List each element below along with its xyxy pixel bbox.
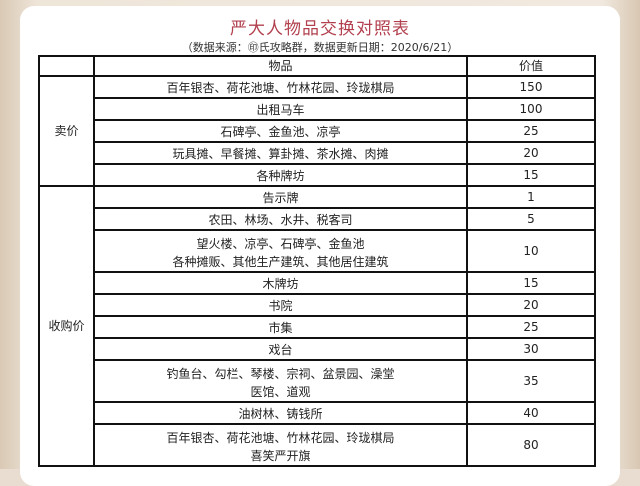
table-row: 玩具摊、早餐摊、算卦摊、茶水摊、肉摊 20 bbox=[39, 141, 596, 165]
item-cell: 出租马车 bbox=[93, 97, 468, 121]
item-cell: 石碑亭、金鱼池、凉亭 bbox=[93, 119, 468, 143]
table-row: 油树林、铸钱所 40 bbox=[39, 401, 596, 425]
item-text: 农田、林场、水井、税客司 bbox=[208, 213, 353, 227]
value-cell: 20 bbox=[466, 293, 596, 317]
table-row: 望火楼、凉亭、石碑亭、金鱼池 各种摊贩、其他生产建筑、其他居住建筑 10 bbox=[39, 229, 596, 273]
value-cell: 80 bbox=[466, 423, 596, 467]
item-text: 书院 bbox=[268, 299, 293, 313]
item-cell: 书院 bbox=[93, 293, 468, 317]
item-text: 各种牌坊 bbox=[256, 169, 305, 183]
table-row: 农田、林场、水井、税客司 5 bbox=[39, 207, 596, 231]
value-cell: 25 bbox=[466, 119, 596, 143]
table-row: 卖价 百年银杏、荷花池塘、竹林花园、玲珑棋局 150 bbox=[38, 75, 596, 187]
item-text: 医馆、道观 bbox=[250, 385, 311, 399]
table-row: 各种牌坊 15 bbox=[39, 163, 596, 187]
table-row: 钓鱼台、勾栏、琴楼、宗祠、盆景园、澡堂 医馆、道观 35 bbox=[39, 359, 596, 403]
value-cell: 100 bbox=[466, 97, 596, 121]
table-row: 书院 20 bbox=[39, 293, 596, 317]
table-row: 百年银杏、荷花池塘、竹林花园、玲珑棋局 喜笑严开旗 80 bbox=[39, 423, 596, 467]
value-cell: 35 bbox=[466, 359, 596, 403]
item-text: 出租马车 bbox=[256, 103, 305, 117]
header-category bbox=[38, 55, 95, 77]
item-text: 百年银杏、荷花池塘、竹林花园、玲珑棋局 bbox=[166, 431, 395, 445]
table-row: 戏台 30 bbox=[39, 337, 596, 361]
item-text: 望火楼、凉亭、石碑亭、金鱼池 bbox=[196, 237, 365, 251]
value-cell: 40 bbox=[466, 401, 596, 425]
table-header-row: 物品 价值 bbox=[38, 55, 596, 77]
section-label: 收购价 bbox=[38, 185, 95, 467]
header-item: 物品 bbox=[93, 55, 468, 77]
item-cell: 各种牌坊 bbox=[93, 163, 468, 187]
table-card: 严大人物品交换对照表 （数据来源：㊞氏攻略群，数据更新日期：2020/6/21）… bbox=[20, 6, 620, 486]
item-text: 玩具摊、早餐摊、算卦摊、茶水摊、肉摊 bbox=[172, 147, 389, 161]
item-text: 告示牌 bbox=[262, 191, 299, 205]
page-title: 严大人物品交换对照表 bbox=[230, 19, 410, 39]
item-cell: 玩具摊、早餐摊、算卦摊、茶水摊、肉摊 bbox=[93, 141, 468, 165]
item-text: 喜笑严开旗 bbox=[250, 449, 311, 463]
item-cell: 告示牌 bbox=[93, 185, 468, 209]
page-subtitle: （数据来源：㊞氏攻略群，数据更新日期：2020/6/21） bbox=[181, 41, 459, 54]
exchange-table: 物品 价值 卖价 百年银杏、荷花池塘、竹林花园、玲珑棋局 150 出租马车 100 石碑亭… bbox=[38, 55, 596, 467]
header-value: 价值 bbox=[466, 55, 596, 77]
item-cell: 市集 bbox=[93, 315, 468, 339]
item-cell: 油树林、铸钱所 bbox=[93, 401, 468, 425]
item-cell: 农田、林场、水井、税客司 bbox=[93, 207, 468, 231]
item-cell: 木牌坊 bbox=[93, 271, 468, 295]
item-cell: 百年银杏、荷花池塘、竹林花园、玲珑棋局 bbox=[93, 75, 468, 99]
item-text: 各种摊贩、其他生产建筑、其他居住建筑 bbox=[172, 255, 389, 269]
item-cell: 望火楼、凉亭、石碑亭、金鱼池各种摊贩、其他生产建筑、其他居住建筑 bbox=[93, 229, 468, 273]
table-row: 市集 25 bbox=[39, 315, 596, 339]
table-row: 收购价 告示牌 1 bbox=[38, 185, 596, 467]
table-row: 木牌坊 15 bbox=[39, 271, 596, 295]
value-cell: 1 bbox=[466, 185, 596, 209]
item-cell: 钓鱼台、勾栏、琴楼、宗祠、盆景园、澡堂 医馆、道观 bbox=[93, 359, 468, 403]
value-cell: 30 bbox=[466, 337, 596, 361]
value-cell: 20 bbox=[466, 141, 596, 165]
item-text: 市集 bbox=[268, 321, 293, 335]
item-text: 木牌坊 bbox=[262, 277, 299, 291]
value-cell: 5 bbox=[466, 207, 596, 231]
value-cell: 15 bbox=[466, 163, 596, 187]
item-text: 戏台 bbox=[268, 343, 293, 357]
item-cell: 百年银杏、荷花池塘、竹林花园、玲珑棋局 喜笑严开旗 bbox=[93, 423, 468, 467]
table-row: 石碑亭、金鱼池、凉亭 25 bbox=[39, 119, 596, 143]
item-cell: 戏台 bbox=[93, 337, 468, 361]
item-text: 石碑亭、金鱼池、凉亭 bbox=[220, 125, 341, 139]
item-text: 钓鱼台、勾栏、琴楼、宗祠、盆景园、澡堂 bbox=[166, 367, 395, 381]
table-row: 出租马车 100 bbox=[39, 97, 596, 121]
value-cell: 15 bbox=[466, 271, 596, 295]
section-label: 卖价 bbox=[38, 75, 95, 187]
value-cell: 10 bbox=[466, 229, 596, 273]
item-text: 百年银杏、荷花池塘、竹林花园、玲珑棋局 bbox=[166, 81, 395, 95]
item-text: 油树林、铸钱所 bbox=[238, 407, 323, 421]
value-cell: 150 bbox=[466, 75, 596, 99]
value-cell: 25 bbox=[466, 315, 596, 339]
